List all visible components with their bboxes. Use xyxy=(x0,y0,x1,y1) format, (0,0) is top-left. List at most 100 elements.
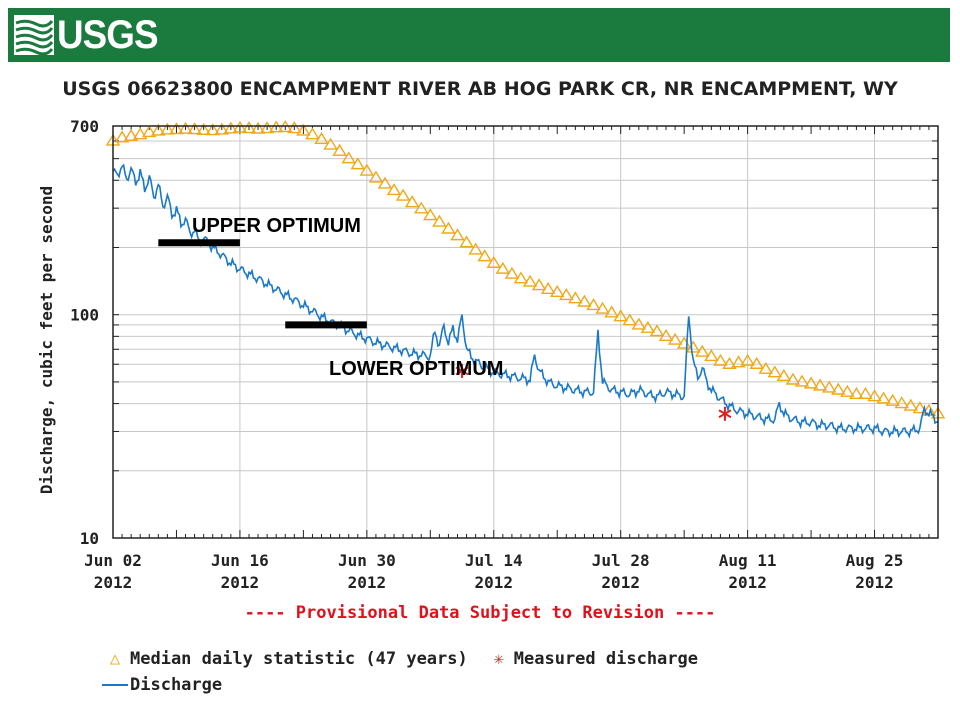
median-triangle-point xyxy=(151,123,166,136)
x-tick-year-label: 2012 xyxy=(94,573,133,592)
median-triangle-point xyxy=(477,249,492,262)
median-triangle-point xyxy=(350,157,366,170)
lower-optimum-label: LOWER OPTIMUM xyxy=(329,358,504,380)
median-triangle-point xyxy=(776,368,792,381)
median-triangle-point xyxy=(894,396,909,409)
median-triangle-point xyxy=(667,332,683,345)
median-triangle-point xyxy=(323,137,338,150)
y-tick-label: 10 xyxy=(80,529,99,548)
x-tick-label: Jul 28 xyxy=(592,551,650,570)
median-triangle-point xyxy=(731,355,746,368)
median-triangle-point xyxy=(341,151,356,164)
measured-discharge-point xyxy=(718,406,732,421)
median-triangle-point xyxy=(858,386,873,400)
median-triangle-point xyxy=(803,376,819,389)
median-triangle-point xyxy=(749,356,764,369)
provisional-data-notice: ---- Provisional Data Subject to Revisio… xyxy=(244,603,716,623)
median-triangle-point xyxy=(287,121,302,134)
median-triangle-point xyxy=(840,384,855,397)
x-tick-label: Jun 30 xyxy=(338,551,396,570)
median-triangle-point xyxy=(785,372,801,385)
discharge-legend-line-icon xyxy=(100,675,130,695)
median-triangle-point xyxy=(622,313,637,326)
median-triangle-point xyxy=(794,374,810,387)
upper-optimum-label: UPPER OPTIMUM xyxy=(192,215,361,237)
asterisk-stroke xyxy=(455,366,469,376)
median-triangle-point xyxy=(631,317,647,330)
median-triangle-point xyxy=(549,284,565,297)
median-triangle-point xyxy=(414,201,429,214)
median-triangle-point xyxy=(568,291,583,304)
median-triangle-point xyxy=(513,271,529,284)
usgs-wave-mark-icon xyxy=(14,15,54,55)
median-triangle-point xyxy=(314,131,329,145)
median-legend-triangle-icon: △ xyxy=(109,649,121,669)
median-triangle-point xyxy=(142,125,157,138)
median-triangle-point xyxy=(531,278,547,291)
median-triangle-point xyxy=(758,361,773,374)
median-triangle-point xyxy=(178,121,193,134)
median-triangle-point xyxy=(196,122,211,135)
median-triangle-point xyxy=(604,305,619,318)
median-triangle-point xyxy=(486,255,502,268)
median-triangle-point xyxy=(903,398,919,411)
median-triangle-point xyxy=(423,208,438,221)
median-triangle-point xyxy=(867,389,882,402)
usgs-logo[interactable]: USGS xyxy=(14,12,166,58)
x-tick-year-label: 2012 xyxy=(475,573,514,592)
x-tick-year-label: 2012 xyxy=(728,573,767,592)
median-triangle-point xyxy=(885,393,900,406)
median-legend-label: Median daily statistic (47 years) xyxy=(130,649,468,669)
median-triangle-point xyxy=(586,298,601,311)
x-tick-label: Jun 02 xyxy=(84,551,142,570)
median-triangle-point xyxy=(649,324,665,337)
median-triangle-point xyxy=(359,163,375,176)
plot-area xyxy=(113,126,938,538)
median-triangle-point xyxy=(250,121,266,134)
median-triangle-point xyxy=(504,266,520,279)
median-triangle-point xyxy=(169,122,184,135)
median-triangle-point xyxy=(468,242,483,255)
y-axis-label: Discharge, cubic feet per second xyxy=(37,186,56,494)
usgs-header-bar: USGS xyxy=(8,8,950,62)
median-triangle-point xyxy=(831,382,846,395)
median-triangle-point xyxy=(296,123,311,136)
median-triangle-point xyxy=(123,128,139,141)
median-triangle-point xyxy=(740,353,755,366)
median-triangle-point xyxy=(223,121,239,134)
median-triangle-point xyxy=(767,365,783,378)
x-tick-label: Aug 11 xyxy=(719,551,777,570)
median-triangle-point xyxy=(214,122,230,135)
median-triangle-point xyxy=(441,221,456,234)
median-triangle-point xyxy=(704,349,719,362)
median-triangle-point xyxy=(559,288,574,301)
median-triangle-point xyxy=(821,380,837,393)
y-tick-label: 100 xyxy=(70,306,99,325)
median-triangle-point xyxy=(522,274,538,287)
x-tick-label: Aug 25 xyxy=(846,551,904,570)
chart-legend: △ Median daily statistic (47 years) ✳ Me… xyxy=(100,646,698,698)
median-triangle-point xyxy=(640,320,656,333)
median-triangle-point xyxy=(160,122,175,135)
median-triangle-point xyxy=(685,340,701,353)
x-tick-year-label: 2012 xyxy=(855,573,894,592)
median-triangle-point xyxy=(713,353,728,366)
median-triangle-point xyxy=(450,228,465,241)
median-triangle-point xyxy=(377,176,393,189)
discharge-legend-label: Discharge xyxy=(130,675,223,695)
median-triangle-point xyxy=(132,127,148,140)
median-triangle-point xyxy=(577,294,592,307)
measured-legend-asterisk-icon: ✳ xyxy=(493,649,504,669)
median-triangle-point xyxy=(459,235,474,248)
x-tick-year-label: 2012 xyxy=(221,573,260,592)
median-triangle-point xyxy=(912,401,928,414)
asterisk-stroke xyxy=(718,409,732,419)
median-triangle-point xyxy=(613,309,628,322)
median-triangle-point xyxy=(368,170,384,183)
x-tick-label: Jul 14 xyxy=(465,551,523,570)
median-triangle-point xyxy=(540,281,556,294)
median-triangle-point xyxy=(305,127,320,140)
median-triangle-point xyxy=(658,328,674,342)
median-triangle-point xyxy=(404,195,420,208)
